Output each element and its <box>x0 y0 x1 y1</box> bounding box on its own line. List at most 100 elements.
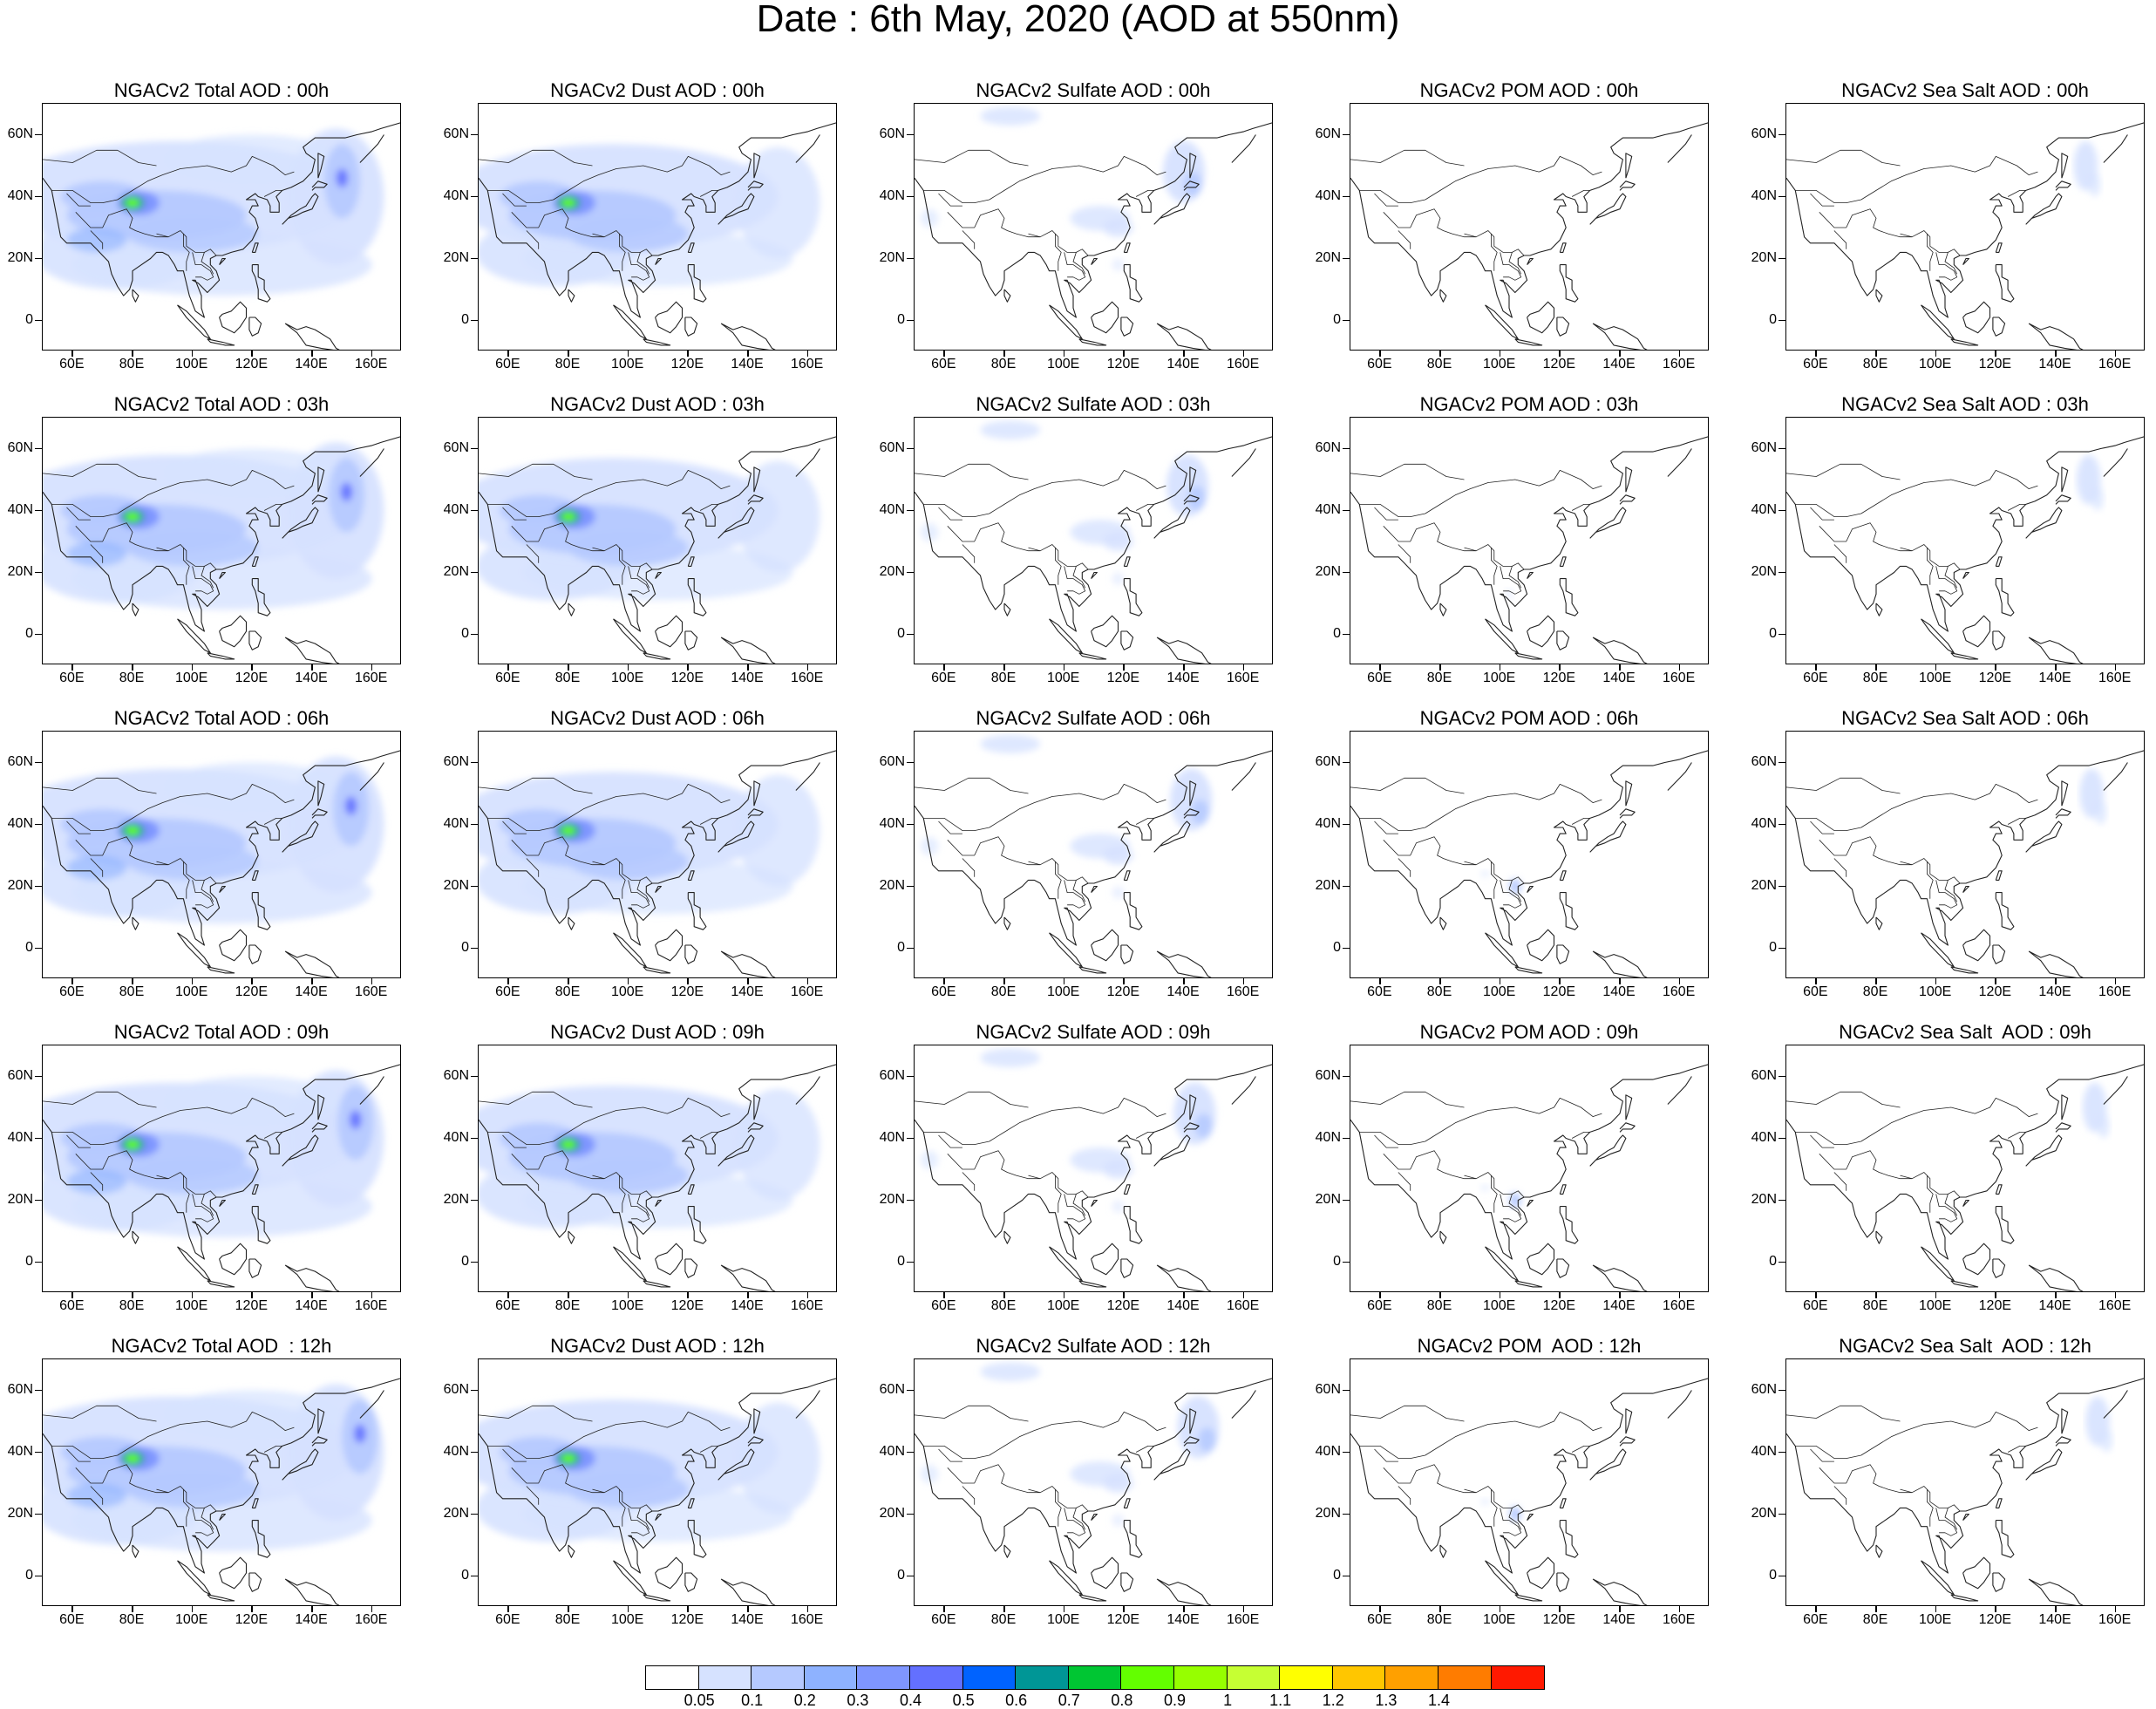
aod-region <box>561 826 576 835</box>
map-plot-area <box>1785 731 2145 978</box>
aod-shading <box>920 106 1206 271</box>
lon-tick <box>1499 1606 1501 1612</box>
aod-region <box>125 198 140 208</box>
coastlines <box>915 1378 1272 1605</box>
lon-tick-label: 140E <box>731 984 764 999</box>
map-plot-area <box>914 417 1273 664</box>
aod-map <box>479 1064 836 1291</box>
lat-tick <box>907 1451 914 1453</box>
aod-map <box>1786 436 2144 664</box>
lon-tick <box>2114 978 2117 984</box>
aod-shading <box>2077 454 2104 511</box>
lat-tick <box>471 1137 478 1139</box>
lon-tick-label: 160E <box>1226 357 1260 371</box>
aod-region <box>340 482 353 501</box>
lat-tick <box>471 1075 478 1077</box>
lat-tick <box>1779 947 1785 949</box>
lon-tick-label: 100E <box>610 984 644 999</box>
lat-tick <box>907 1137 914 1139</box>
lon-tick <box>1499 351 1501 357</box>
lon-tick-label: 120E <box>1978 984 2012 999</box>
lat-tick-label: 20N <box>1315 877 1341 893</box>
lat-tick <box>1343 1075 1350 1077</box>
lat-tick <box>35 319 42 321</box>
aod-map <box>1350 1064 1708 1291</box>
lat-tick-label: 0 <box>1769 939 1777 955</box>
lat-tick <box>35 1199 42 1201</box>
lon-tick <box>71 978 73 984</box>
lat-tick <box>471 1513 478 1515</box>
lat-tick-label: 60N <box>443 1381 469 1397</box>
aod-region <box>1112 258 1125 271</box>
lon-tick-label: 140E <box>1602 984 1636 999</box>
coastlines <box>479 1378 836 1605</box>
lon-tick <box>371 664 373 671</box>
aod-region <box>568 214 689 253</box>
lon-tick-label: 160E <box>2098 1298 2132 1313</box>
lat-tick <box>471 1199 478 1201</box>
lat-tick <box>35 257 42 259</box>
lon-tick <box>1875 351 1877 357</box>
lon-tick <box>1242 1606 1245 1612</box>
lat-tick <box>35 1261 42 1263</box>
lon-tick <box>943 351 945 357</box>
map-plot-area <box>1350 731 1709 978</box>
lat-tick <box>1343 1451 1350 1453</box>
lon-tick-label: 120E <box>670 1612 704 1627</box>
aod-shading <box>479 1086 820 1229</box>
aod-region <box>568 1470 689 1508</box>
lon-tick <box>1935 1292 1937 1298</box>
lat-tick-label: 20N <box>879 563 905 579</box>
lat-tick <box>35 1575 42 1576</box>
lat-tick-label: 60N <box>1751 439 1777 455</box>
lon-tick-label: 100E <box>1918 357 1952 371</box>
aod-region <box>568 1156 689 1195</box>
map-plot-area <box>914 103 1273 351</box>
lon-tick <box>251 1606 253 1612</box>
aod-region <box>66 541 127 567</box>
lon-tick-label: 120E <box>670 357 704 371</box>
lat-tick <box>907 1261 914 1263</box>
lat-tick-label: 0 <box>25 625 33 641</box>
lat-tick-label: 20N <box>443 1191 469 1207</box>
lon-tick <box>251 664 253 671</box>
lon-tick <box>1242 1292 1245 1298</box>
lat-tick <box>907 509 914 511</box>
lon-tick-label: 160E <box>1226 1612 1260 1627</box>
lat-tick-label: 40N <box>7 187 33 203</box>
lon-tick-label: 160E <box>354 1298 388 1313</box>
aod-region <box>344 796 357 815</box>
lon-tick <box>1678 664 1681 671</box>
lon-tick-label: 60E <box>1803 357 1828 371</box>
panel-title: NGACv2 POM AOD : 06h <box>1419 707 1639 729</box>
lat-tick-label: 20N <box>443 877 469 893</box>
aod-map <box>1350 1378 1708 1605</box>
lat-tick <box>1343 509 1350 511</box>
lat-tick <box>1779 1261 1785 1263</box>
lon-tick-label: 80E <box>1426 984 1452 999</box>
lon-tick-label: 120E <box>1978 671 2012 685</box>
lon-tick-label: 140E <box>295 1612 328 1627</box>
map-panel-total-row4: NGACv2 Total AOD : 12h 60N 40N 20N 0 60E 80E 10… <box>0 1336 436 1641</box>
lat-tick-label: 20N <box>1751 877 1777 893</box>
lon-tick-label: 120E <box>1978 357 2012 371</box>
lon-tick <box>1875 1606 1877 1612</box>
lat-tick <box>1343 1199 1350 1201</box>
lon-tick <box>1619 1292 1621 1298</box>
lat-tick-label: 20N <box>7 1191 33 1207</box>
aod-region <box>1198 1427 1217 1453</box>
lat-tick <box>1779 1389 1785 1391</box>
aod-region <box>561 512 576 521</box>
panel-title: NGACv2 Sulfate AOD : 06h <box>976 707 1211 729</box>
lat-tick <box>907 885 914 887</box>
lat-tick-label: 40N <box>879 501 905 517</box>
coastlines <box>479 1064 836 1291</box>
panel-title: NGACv2 Total AOD : 09h <box>113 1021 330 1043</box>
coastlines <box>1350 436 1708 664</box>
map-plot-area <box>478 1358 837 1606</box>
lat-tick-label: 0 <box>1333 625 1341 641</box>
colorbar-label: 0.5 <box>952 1692 975 1709</box>
lon-tick-label: 160E <box>1226 984 1260 999</box>
colorbar-swatch <box>1280 1666 1333 1689</box>
aod-shading <box>1504 588 1514 601</box>
